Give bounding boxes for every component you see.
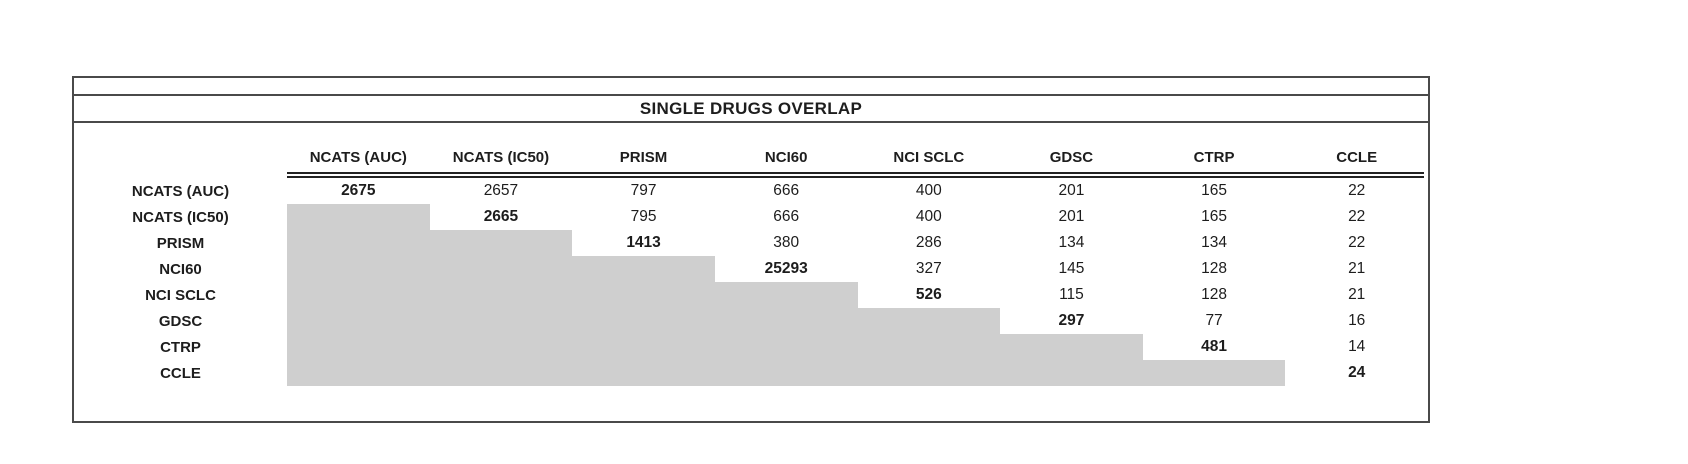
row-label: CTRP xyxy=(160,338,201,356)
header-row: NCATS (AUC) NCATS (IC50) PRISM NCI60 NCI SCL… xyxy=(74,123,1428,172)
shaded-cell xyxy=(287,204,430,230)
matrix-cell: 1413 xyxy=(626,234,661,251)
shaded-cell xyxy=(1000,360,1143,386)
shaded-cell xyxy=(429,230,573,256)
shaded-cell xyxy=(429,282,573,308)
column-header: NCATS (IC50) xyxy=(452,149,550,166)
shaded-cell xyxy=(572,256,715,282)
row-label: NCATS (AUC) xyxy=(131,182,230,200)
column-header: CTRP xyxy=(1193,149,1235,166)
shaded-cell xyxy=(287,308,430,334)
row-label: NCATS (IC50) xyxy=(132,208,229,226)
matrix-cell: 128 xyxy=(1201,286,1227,303)
shaded-cell xyxy=(572,334,715,360)
column-header: NCI SCLC xyxy=(893,149,965,166)
matrix-cell: 16 xyxy=(1348,312,1366,329)
matrix-cell: 286 xyxy=(915,234,942,251)
shaded-cell xyxy=(287,282,430,308)
shaded-cell xyxy=(429,308,573,334)
shaded-cell xyxy=(857,360,1001,386)
shaded-cell xyxy=(287,230,430,256)
matrix-cell: 22 xyxy=(1348,182,1366,199)
shaded-cell xyxy=(714,334,858,360)
row-label: CCLE xyxy=(160,364,201,382)
matrix-cell: 481 xyxy=(1201,338,1227,355)
column-header: NCATS (AUC) xyxy=(309,149,407,166)
shaded-cell xyxy=(572,308,715,334)
matrix-cell: 2665 xyxy=(483,208,519,225)
matrix-cell: 115 xyxy=(1059,286,1084,303)
column-header: CCLE xyxy=(1336,149,1378,166)
shaded-cell xyxy=(714,308,858,334)
matrix-cell: 526 xyxy=(915,286,942,303)
column-header: PRISM xyxy=(619,149,668,166)
matrix-cell: 666 xyxy=(773,182,800,199)
matrix-cell: 77 xyxy=(1205,312,1223,329)
matrix-cell: 2657 xyxy=(483,182,519,199)
shaded-cell xyxy=(857,308,1001,334)
matrix-cell: 380 xyxy=(773,234,800,251)
shaded-cell xyxy=(572,282,715,308)
matrix-cell: 21 xyxy=(1348,286,1366,303)
matrix-cell: 22 xyxy=(1348,234,1366,251)
top-empty-band xyxy=(74,78,1428,96)
matrix-cell: 134 xyxy=(1201,234,1227,251)
row-label: NCI SCLC xyxy=(145,286,216,304)
matrix-cell: 128 xyxy=(1201,260,1227,277)
matrix-cell: 2675 xyxy=(341,182,376,199)
matrix-cell: 297 xyxy=(1058,312,1085,329)
matrix-cell: 24 xyxy=(1348,364,1366,381)
shaded-cell xyxy=(857,334,1001,360)
matrix-cell: 327 xyxy=(915,260,942,277)
matrix-cell: 666 xyxy=(773,208,800,225)
overlap-table-box: SINGLE DRUGS OVERLAP NCATS (AUC) NCATS (I… xyxy=(72,76,1430,423)
matrix-cell: 201 xyxy=(1058,182,1085,199)
matrix-body: NCATS (AUC) 2675 2657 797 666 400 201 165 22 NCAT… xyxy=(74,178,1428,386)
matrix-cell: 22 xyxy=(1348,208,1366,225)
column-header: NCI60 xyxy=(764,149,808,166)
header-double-rule xyxy=(287,172,1424,178)
row-label: NCI60 xyxy=(159,260,202,278)
matrix-cell: 145 xyxy=(1058,260,1085,277)
row-label: GDSC xyxy=(158,312,203,330)
matrix-cell: 795 xyxy=(630,208,657,225)
matrix-cell: 400 xyxy=(915,208,942,225)
shaded-cell xyxy=(1142,360,1286,386)
matrix-cell: 165 xyxy=(1201,182,1227,199)
shaded-cell xyxy=(287,334,430,360)
matrix-cell: 134 xyxy=(1058,234,1085,251)
shaded-cell xyxy=(714,360,858,386)
shaded-cell xyxy=(429,256,573,282)
matrix-cell: 201 xyxy=(1058,208,1085,225)
matrix-cell: 165 xyxy=(1201,208,1227,225)
row-label: PRISM xyxy=(156,234,205,252)
matrix-cell: 21 xyxy=(1348,260,1366,277)
shaded-cell xyxy=(1000,334,1143,360)
matrix-cell: 797 xyxy=(630,182,657,199)
shaded-cell xyxy=(287,256,430,282)
shaded-cell xyxy=(287,360,430,386)
column-header: GDSC xyxy=(1049,149,1094,166)
matrix-cell: 14 xyxy=(1348,338,1366,355)
shaded-cell xyxy=(429,334,573,360)
table-title: SINGLE DRUGS OVERLAP xyxy=(74,96,1428,123)
shaded-cell xyxy=(572,360,715,386)
shaded-cell xyxy=(429,360,573,386)
matrix-cell: 400 xyxy=(915,182,942,199)
matrix-cell: 25293 xyxy=(764,260,808,277)
shaded-cell xyxy=(714,282,858,308)
